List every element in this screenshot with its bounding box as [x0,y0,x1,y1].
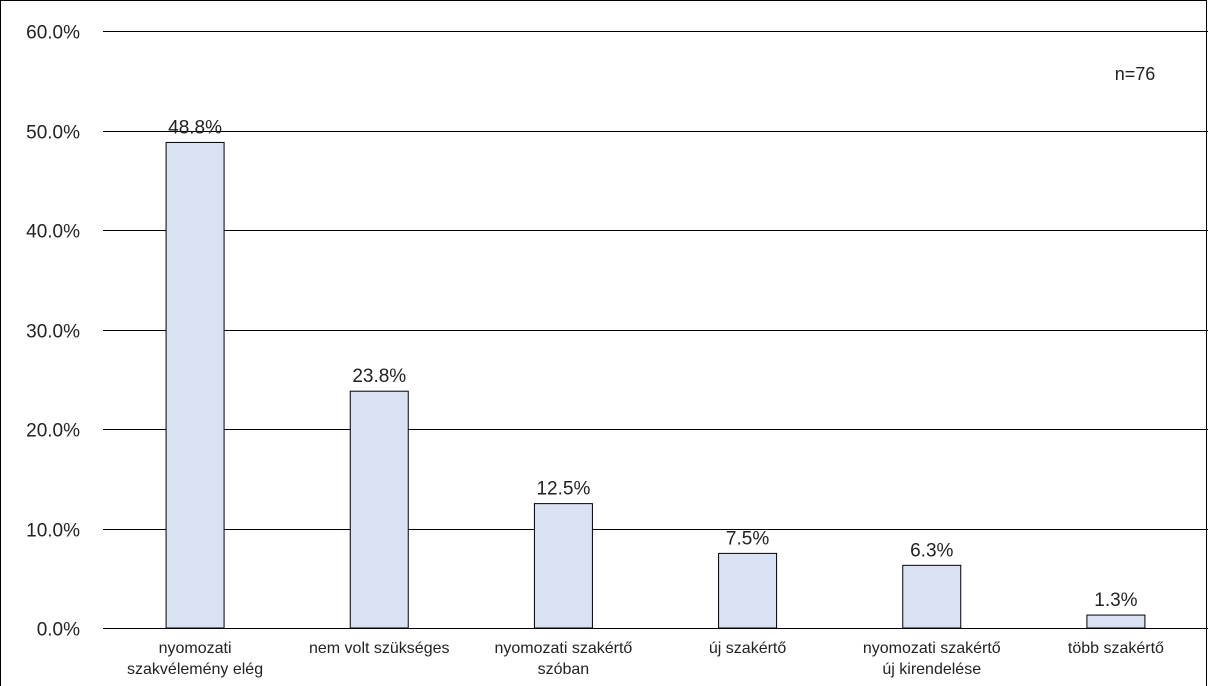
data-label: 12.5% [536,479,590,500]
bar [718,552,778,629]
bar [349,390,409,629]
data-label: 6.3% [910,540,953,561]
bar [1086,614,1146,629]
data-label: 1.3% [1094,590,1137,611]
category-labels: nyomozati szakvélemény elég nem volt szüks… [127,640,1164,678]
y-tick-label: 60.0% [26,23,80,44]
category-label: új kirendelése [882,661,981,678]
category-label: nyomozati [159,640,232,657]
data-labels: 48.8% 23.8% 12.5% 7.5% 6.3% 1.3% [168,117,1138,611]
category-label: szakvélemény elég [127,661,263,678]
category-label: több szakértő [1068,640,1164,657]
y-tick-label: 40.0% [26,222,80,243]
bar [902,564,962,629]
y-tick-label: 10.0% [26,521,80,542]
data-label: 7.5% [726,528,769,549]
data-label: 23.8% [352,366,406,387]
category-label: nyomozati szakértő [494,640,632,657]
category-label: nem volt szükséges [309,640,450,657]
bar [165,141,225,629]
y-tick-label: 50.0% [26,123,80,144]
category-label: nyomozati szakértő [863,640,1001,657]
y-tick-label: 30.0% [26,322,80,343]
y-tick-label: 20.0% [26,421,80,442]
category-label: új szakértő [709,640,786,657]
gridlines [103,31,1208,629]
sample-size-annotation: n=76 [1115,64,1156,84]
category-label: szóban [538,661,590,678]
y-tick-label: 0.0% [37,620,80,641]
y-axis-tick-labels: 0.0% 10.0% 20.0% 30.0% 40.0% 50.0% 60.0% [26,23,80,641]
bar [533,503,593,629]
bars [165,141,1146,629]
data-label: 48.8% [168,117,222,138]
